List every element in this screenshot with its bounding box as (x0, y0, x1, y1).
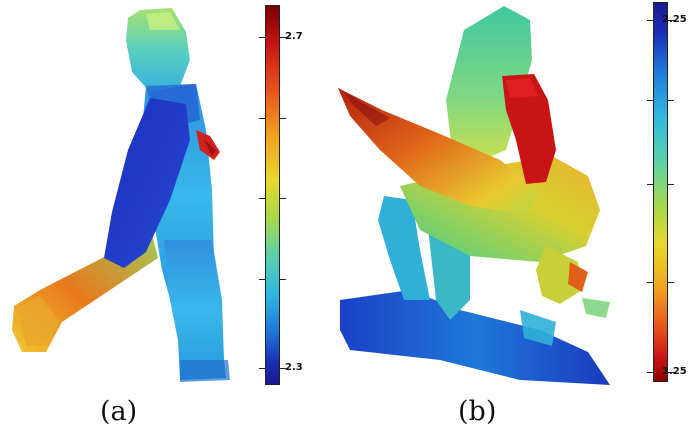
colorbar-a-tick (280, 198, 286, 199)
back-legs (378, 196, 430, 300)
arm (104, 98, 190, 268)
colorbar-a-tick (259, 118, 265, 119)
colorbar-b-tick (647, 20, 653, 21)
colorbar-b-tick (668, 282, 674, 283)
colorbar-b-tick (668, 20, 674, 21)
colorbar-a-tick (280, 368, 286, 369)
colorbar-a-tick (280, 37, 286, 38)
front-talon (536, 246, 582, 304)
griffin-mesh (338, 6, 610, 385)
caption-a: (a) (100, 396, 138, 427)
front-leg (164, 240, 226, 380)
panel-b: 2.25 1.25 (b) (320, 0, 696, 445)
colorbar-b-bottom-label: 1.25 (662, 366, 687, 377)
colorbar-b (653, 2, 668, 382)
colorbar-a-top-label: 2.7 (285, 31, 303, 42)
colorbar-a (265, 5, 280, 385)
walking-figure-mesh (12, 8, 230, 382)
colorbar-b-tick (668, 100, 674, 101)
colorbar-a-tick (259, 37, 265, 38)
colorbar-a-tick (259, 368, 265, 369)
colorbar-a-tick (280, 118, 286, 119)
panel-a: 2.7 2.3 (a) (0, 0, 303, 445)
base-platform (340, 290, 610, 385)
head (502, 74, 556, 184)
colorbar-b-tick (647, 184, 653, 185)
caption-b: (b) (458, 396, 497, 427)
colorbar-a-bottom-label: 2.3 (285, 362, 303, 373)
colorbar-a-tick (259, 279, 265, 280)
colorbar-b-tick (668, 184, 674, 185)
colorbar-b-tick (668, 372, 674, 373)
colorbar-b-tick (647, 282, 653, 283)
front-wing (338, 88, 540, 214)
colorbar-a-tick (280, 279, 286, 280)
colorbar-b-tick (647, 100, 653, 101)
colorbar-b-tick (647, 372, 653, 373)
colorbar-b-top-label: 2.25 (662, 14, 687, 25)
colorbar-a-tick (259, 198, 265, 199)
